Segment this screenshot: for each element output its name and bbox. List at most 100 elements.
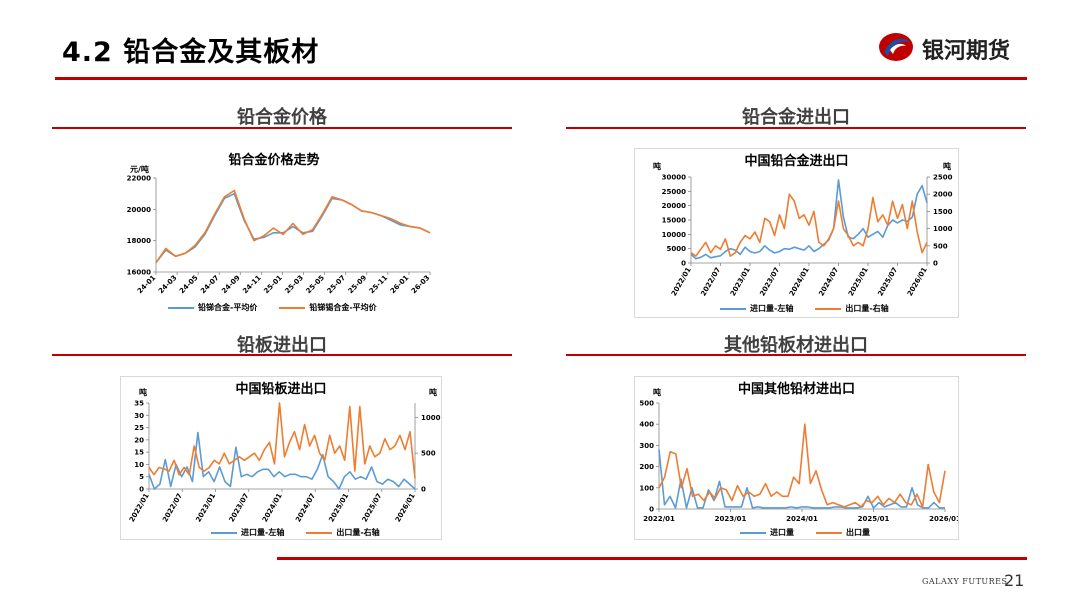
y-tick-label: 10 [134, 461, 144, 469]
x-tick-label: 2024/01 [786, 515, 818, 523]
x-tick-label: 2026/01 [906, 266, 929, 298]
x-tick-label: 2025/07 [876, 266, 899, 298]
y-right-tick-label: 1000 [933, 225, 953, 233]
chart-title: 中国铅合金进出口 [744, 154, 849, 169]
y-right-tick-label: 0 [933, 260, 938, 268]
x-tick-label: 2023/01 [194, 492, 217, 524]
other-plate-trade-chart: 中国其他铅材进出口 吨 0 100 200 300 400 500 2022/01 2023/… [634, 376, 959, 540]
section-title-alloy-price: 铅合金价格 [237, 107, 327, 128]
y-tick-label: 25 [134, 424, 144, 432]
section-title-other-plate-trade: 其他铅板材进出口 [724, 335, 868, 356]
footer-rule [277, 557, 1027, 560]
legend-label: 进口量 [770, 528, 794, 537]
series-line [148, 431, 416, 490]
x-tick-label: 24-07 [199, 274, 221, 296]
x-tick-label: 2026/01 [929, 515, 958, 523]
x-tick-label: 25-01 [262, 274, 284, 296]
chart-title: 中国铅板进出口 [235, 382, 327, 397]
x-tick-label: 2023/01 [729, 266, 752, 298]
y-right-tick-label: 1000 [421, 414, 441, 422]
x-tick-label: 26-01 [389, 274, 411, 296]
legend-label: 铅锑锡合金-平均价 [309, 303, 377, 312]
x-tick-label: 25-09 [347, 274, 369, 296]
series-line [155, 189, 431, 264]
y-tick-label: 30000 [662, 174, 686, 182]
x-tick-label: 25-11 [368, 274, 390, 296]
section-rule [566, 354, 1026, 356]
x-tick-label: 25-03 [283, 274, 305, 296]
legend-label: 出口量-右轴 [845, 304, 889, 313]
section-rule [52, 127, 512, 129]
x-tick-label: 2024/01 [788, 266, 811, 298]
x-tick-label: 2022/07 [161, 492, 184, 524]
chart-legend: 铅锑合金-平均价 铅锑锡合金-平均价 [168, 302, 377, 313]
x-tick-label: 2024/07 [294, 492, 317, 524]
y-right-tick-label: 500 [933, 242, 948, 250]
y-tick-label: 0 [139, 486, 144, 494]
y-tick-label: 500 [639, 400, 654, 408]
x-tick-label: 2023/01 [715, 515, 747, 523]
x-tick-label: 2022/01 [670, 266, 693, 298]
y-tick-label: 300 [639, 442, 654, 450]
x-tick-label: 24-03 [157, 274, 179, 296]
x-tick-label: 24-11 [241, 274, 263, 296]
y-tick-label: 22000 [127, 175, 151, 183]
y-axis-left-unit: 吨 [653, 162, 661, 171]
x-tick-label: 25-07 [326, 274, 348, 296]
legend-label: 进口量-左轴 [241, 528, 285, 537]
legend-swatch [720, 307, 746, 310]
legend-swatch [816, 531, 842, 534]
y-right-tick-label: 0 [421, 486, 426, 494]
galaxy-futures-logo-icon [879, 33, 913, 61]
y-axis-right-unit: 吨 [943, 162, 951, 171]
legend-swatch [740, 531, 766, 534]
legend-swatch [279, 306, 306, 309]
x-tick-label: 2023/07 [228, 492, 251, 524]
x-tick-label: 2025/01 [858, 515, 890, 523]
page-title: 4.2 铅合金及其板材 [62, 37, 320, 68]
legend-label: 铅锑合金-平均价 [198, 303, 258, 312]
legend-label: 出口量-右轴 [336, 528, 380, 537]
series-line [658, 423, 946, 508]
y-tick-label: 30 [134, 412, 144, 420]
legend-swatch [168, 306, 194, 309]
legend-label: 出口量 [846, 528, 870, 537]
y-tick-label: 16000 [127, 269, 151, 277]
brand-name: 银河期货 [922, 39, 1011, 64]
y-right-tick-label: 1500 [933, 208, 953, 216]
legend-item: 进口量 [740, 527, 794, 538]
y-right-tick-label: 500 [421, 450, 436, 458]
legend-item: 进口量-左轴 [720, 303, 793, 314]
alloy-price-chart: 铅合金价格走势 元/吨 16000 18000 20000 22000 24-01 24-… [108, 148, 440, 318]
section-rule [566, 127, 1026, 129]
x-tick-label: 2024/07 [817, 266, 840, 298]
legend-item: 出口量-右轴 [306, 527, 380, 538]
section-rule [52, 354, 512, 356]
legend-swatch [815, 307, 842, 310]
y-tick-label: 25000 [662, 188, 686, 196]
x-tick-label: 24-01 [136, 274, 158, 296]
y-right-tick-label: 2500 [933, 174, 953, 182]
series-line [155, 192, 431, 264]
legend-item: 出口量 [816, 527, 870, 538]
header-rule [55, 77, 1027, 80]
y-tick-label: 200 [639, 463, 654, 471]
section-title-plate-trade: 铅板进出口 [237, 335, 327, 356]
chart-legend: 进口量-左轴 出口量-右轴 [720, 303, 889, 314]
y-tick-label: 15 [134, 449, 144, 457]
y-tick-label: 400 [639, 421, 654, 429]
y-tick-label: 20000 [127, 206, 151, 214]
legend-item: 铅锑合金-平均价 [168, 302, 257, 313]
x-tick-label: 2022/01 [643, 515, 675, 523]
legend-item: 出口量-右轴 [815, 303, 889, 314]
y-axis-unit: 元/吨 [130, 165, 149, 174]
x-tick-label: 2024/01 [261, 492, 284, 524]
x-tick-label: 2026/01 [394, 492, 417, 524]
y-tick-label: 20 [134, 436, 144, 444]
series-line [690, 193, 928, 257]
x-tick-label: 2022/01 [128, 492, 151, 524]
x-tick-label: 2022/07 [699, 266, 722, 298]
y-tick-label: 15000 [662, 217, 686, 225]
legend-swatch [306, 531, 333, 534]
chart-plot: 0 5 10 15 20 25 30 35 0 500 1000 2022/01 2022/07 2023… [128, 400, 441, 524]
